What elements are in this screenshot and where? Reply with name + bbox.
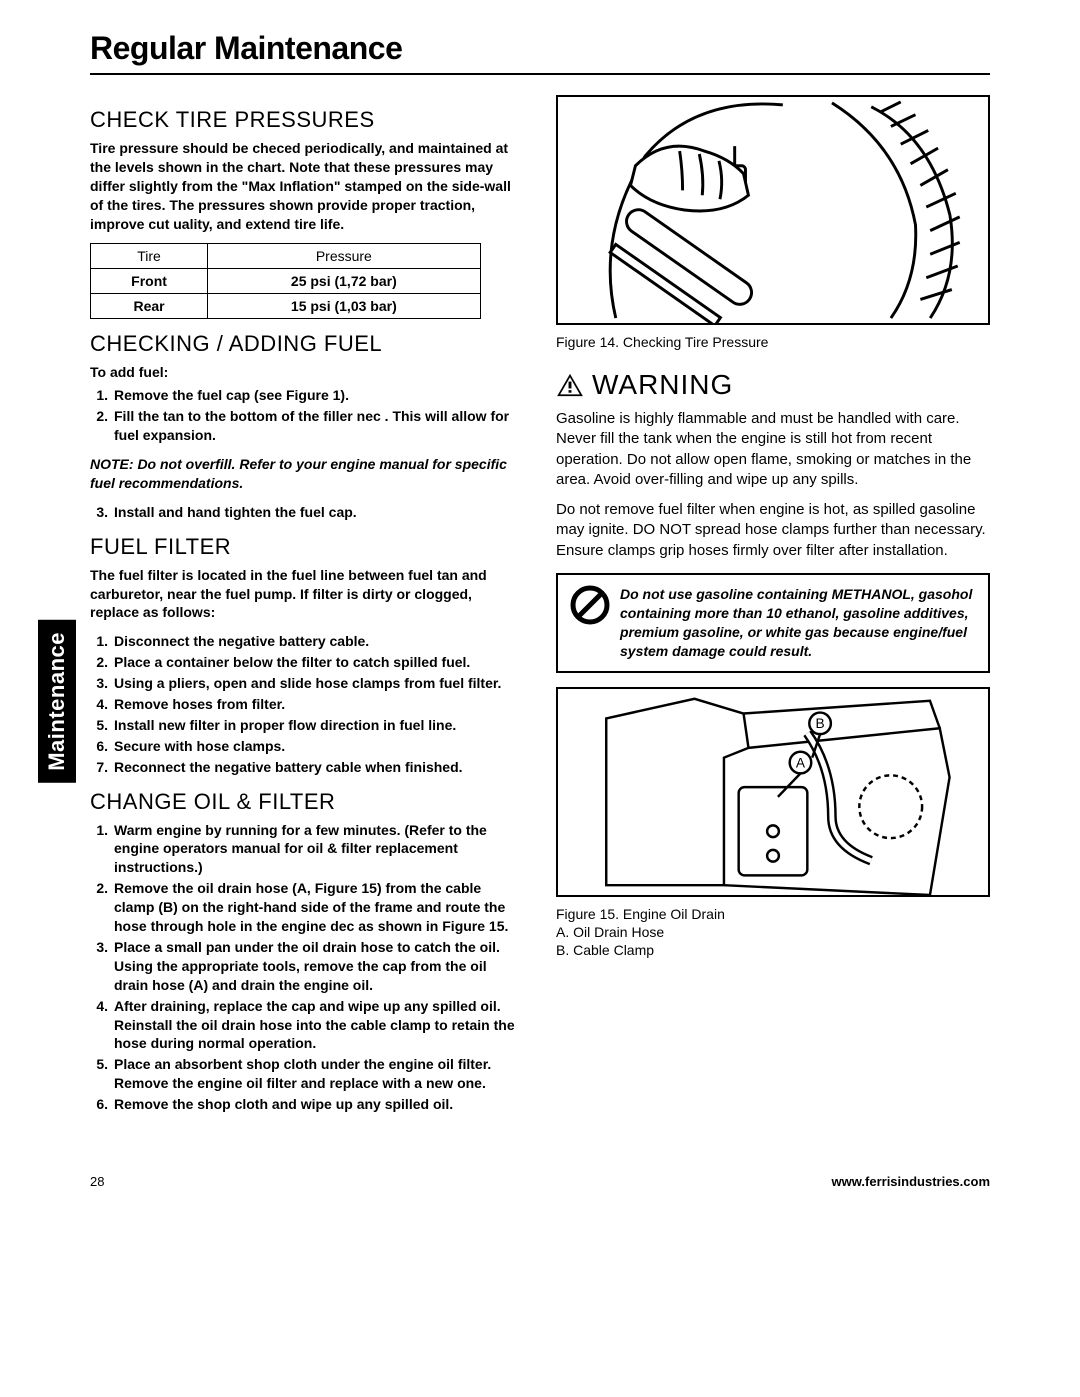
col-pressure: Pressure [208, 244, 481, 269]
heading-fuel-filter: FUEL FILTER [90, 534, 524, 560]
fig15-line3: B. Cable Clamp [556, 942, 654, 958]
step-text: Using a pliers, open and slide hose clam… [114, 675, 501, 691]
list-item: 5.Place an absorbent shop cloth under th… [90, 1055, 524, 1093]
tire-pressure-table: Tire Pressure Front 25 psi (1,72 bar) Re… [90, 243, 481, 319]
heading-tire-pressures: CHECK TIRE PRESSURES [90, 107, 524, 133]
figure-14-caption: Figure 14. Checking Tire Pressure [556, 333, 990, 351]
table-header-row: Tire Pressure [91, 244, 481, 269]
cell-pressure: 15 psi (1,03 bar) [208, 294, 481, 319]
step-text: Fill the tan to the bottom of the filler… [114, 408, 509, 443]
list-item: 6.Secure with hose clamps. [90, 737, 524, 756]
step-text: After draining, replace the cap and wipe… [114, 998, 515, 1052]
table-row: Rear 15 psi (1,03 bar) [91, 294, 481, 319]
list-item: 6.Remove the shop cloth and wipe up any … [90, 1095, 524, 1114]
warning-heading: WARNING [556, 369, 990, 401]
step-text: Install and hand tighten the fuel cap. [114, 504, 357, 520]
steps-fuel-filter: 1.Disconnect the negative battery cable.… [90, 632, 524, 776]
step-text: Place a container below the filter to ca… [114, 654, 470, 670]
cell-tire: Rear [91, 294, 208, 319]
list-item: 7.Reconnect the negative battery cable w… [90, 758, 524, 777]
warning-label: WARNING [592, 369, 733, 401]
step-text: Warm engine by running for a few minutes… [114, 822, 487, 876]
cell-pressure: 25 psi (1,72 bar) [208, 269, 481, 294]
list-item: 3.Using a pliers, open and slide hose cl… [90, 674, 524, 693]
steps-change-oil: 1.Warm engine by running for a few minut… [90, 821, 524, 1114]
list-item: 1.Remove the fuel cap (see Figure 1). [90, 386, 524, 405]
step-text: Remove the fuel cap (see Figure 1). [114, 387, 349, 403]
page-header: Regular Maintenance [90, 30, 990, 75]
right-column: Figure 14. Checking Tire Pressure WARNIN… [556, 95, 990, 1124]
lead-add-fuel: To add fuel: [90, 363, 524, 382]
para-tire-pressures: Tire pressure should be checed periodica… [90, 139, 524, 233]
warning-triangle-icon [556, 373, 584, 397]
figure-15-caption: Figure 15. Engine Oil Drain A. Oil Drain… [556, 905, 990, 960]
list-item: 2.Fill the tan to the bottom of the fill… [90, 407, 524, 445]
warning-para-2: Do not remove fuel filter when engine is… [556, 500, 990, 561]
step-text: Remove the oil drain hose (A, Figure 15)… [114, 880, 508, 934]
list-item: 3.Install and hand tighten the fuel cap. [90, 503, 524, 522]
step-text: Remove hoses from filter. [114, 696, 285, 712]
col-tire: Tire [91, 244, 208, 269]
list-item: 2.Place a container below the filter to … [90, 653, 524, 672]
callout-a: A [796, 755, 806, 770]
heading-change-oil: CHANGE OIL & FILTER [90, 789, 524, 815]
cell-tire: Front [91, 269, 208, 294]
step-text: Reconnect the negative battery cable whe… [114, 759, 463, 775]
prohibit-box: Do not use gasoline containing METHANOL,… [556, 573, 990, 673]
warning-para-1: Gasoline is highly flammable and must be… [556, 409, 990, 490]
step-text: Place a small pan under the oil drain ho… [114, 939, 500, 993]
figure-15-illustration: B A [556, 687, 990, 897]
steps-add-fuel-a: 1.Remove the fuel cap (see Figure 1). 2.… [90, 386, 524, 445]
list-item: 1.Warm engine by running for a few minut… [90, 821, 524, 878]
table-row: Front 25 psi (1,72 bar) [91, 269, 481, 294]
page-number: 28 [90, 1174, 104, 1189]
prohibit-icon [570, 585, 610, 625]
tire-gauge-illustration-icon [558, 97, 988, 323]
list-item: 4.After draining, replace the cap and wi… [90, 997, 524, 1054]
fig15-line2: A. Oil Drain Hose [556, 924, 664, 940]
para-fuel-filter: The fuel filter is located in the fuel l… [90, 566, 524, 623]
step-text: Remove the shop cloth and wipe up any sp… [114, 1096, 453, 1112]
step-text: Disconnect the negative battery cable. [114, 633, 369, 649]
step-text: Secure with hose clamps. [114, 738, 285, 754]
list-item: 3.Place a small pan under the oil drain … [90, 938, 524, 995]
heading-adding-fuel: CHECKING / ADDING FUEL [90, 331, 524, 357]
note-fuel: NOTE: Do not overfill. Refer to your eng… [90, 455, 524, 493]
footer-site: www.ferrisindustries.com [832, 1174, 990, 1189]
left-column: CHECK TIRE PRESSURES Tire pressure shoul… [90, 95, 524, 1124]
content-columns: CHECK TIRE PRESSURES Tire pressure shoul… [90, 95, 990, 1124]
list-item: 2.Remove the oil drain hose (A, Figure 1… [90, 879, 524, 936]
callout-b: B [816, 716, 825, 731]
oil-drain-illustration-icon: B A [558, 689, 988, 895]
list-item: 4.Remove hoses from filter. [90, 695, 524, 714]
step-text: Install new filter in proper flow direct… [114, 717, 456, 733]
side-tab-maintenance: Maintenance [38, 620, 76, 783]
page-title: Regular Maintenance [90, 30, 414, 67]
steps-add-fuel-b: 3.Install and hand tighten the fuel cap. [90, 503, 524, 522]
step-text: Place an absorbent shop cloth under the … [114, 1056, 491, 1091]
figure-14-illustration [556, 95, 990, 325]
list-item: 1.Disconnect the negative battery cable. [90, 632, 524, 651]
fig15-line1: Figure 15. Engine Oil Drain [556, 906, 725, 922]
prohibit-text: Do not use gasoline containing METHANOL,… [620, 585, 976, 661]
page-footer: 28 www.ferrisindustries.com [90, 1174, 990, 1189]
list-item: 5.Install new filter in proper flow dire… [90, 716, 524, 735]
